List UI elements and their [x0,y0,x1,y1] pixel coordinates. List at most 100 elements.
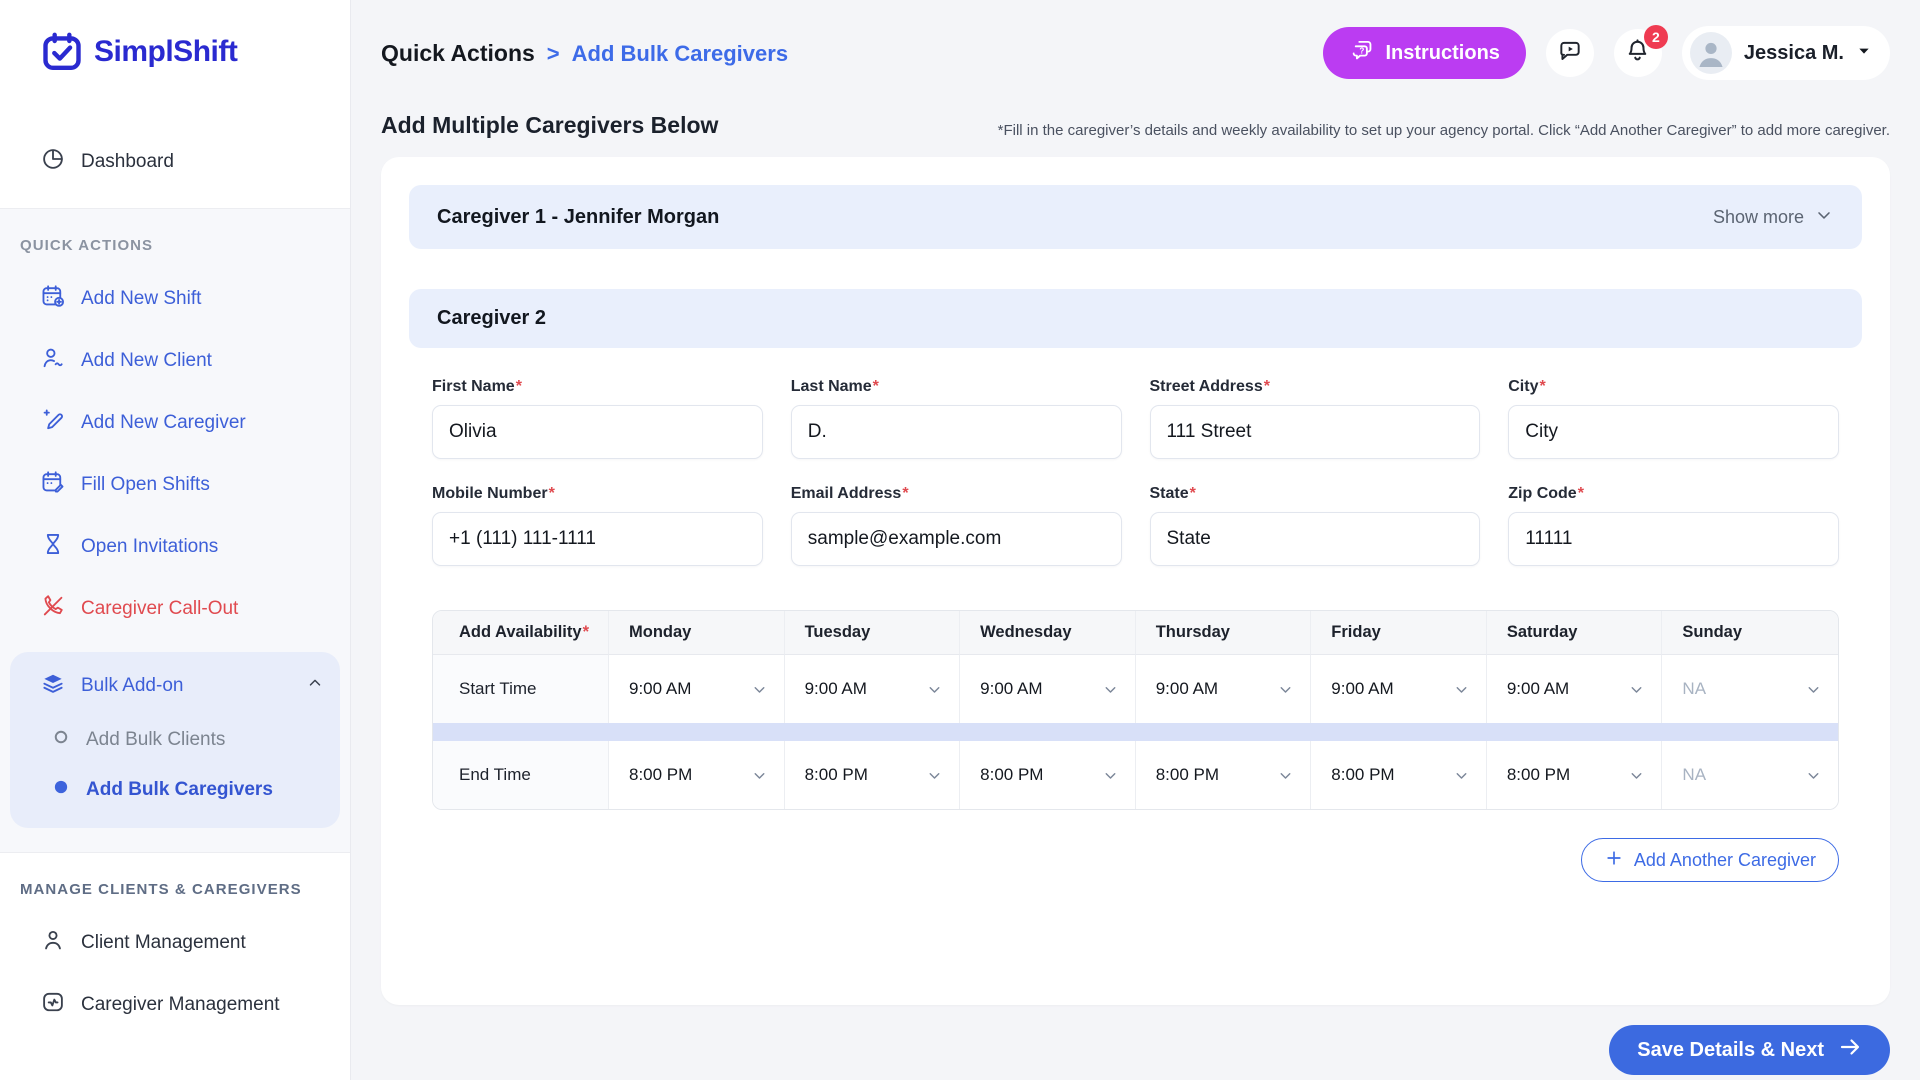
field-label: Last Name [791,378,872,396]
end-time-friday-select[interactable]: 8:00 PM [1311,765,1486,785]
sidebar-item-add-new-caregiver[interactable]: Add New Caregiver [0,404,350,442]
notifications-button[interactable]: 2 [1614,29,1662,77]
breadcrumb-separator: > [547,41,560,67]
caregiver-1-header[interactable]: Caregiver 1 - Jennifer Morgan Show more [409,185,1862,249]
end-time-tuesday-select[interactable]: 8:00 PM [785,765,960,785]
required-mark: * [1264,378,1270,396]
radio-selected-icon [52,778,70,802]
brand-logo[interactable]: SimplShift [0,0,350,74]
sidebar-item-label: Add Bulk Clients [86,729,225,751]
sidebar-item-dashboard[interactable]: Dashboard [0,146,350,178]
chevron-down-icon [1277,767,1294,784]
chevron-down-icon [1102,681,1119,698]
end-time-row: End Time 8:00 PM 8:00 PM 8:00 PM 8:00 PM… [433,741,1838,809]
chevron-down-icon [926,681,943,698]
show-more-label: Show more [1713,207,1804,228]
sidebar-item-add-new-client[interactable]: Add New Client [0,342,350,380]
caregiver-2-header: Caregiver 2 [409,289,1862,348]
end-time-wednesday-select[interactable]: 8:00 PM [960,765,1135,785]
city-input[interactable] [1508,405,1839,459]
monitor-pulse-icon [40,989,66,1021]
field-first-name: First Name* [432,378,763,459]
field-label: Mobile Number [432,485,548,503]
email-address-input[interactable] [791,512,1122,566]
instructions-label: Instructions [1385,42,1499,65]
start-time-friday-select[interactable]: 9:00 AM [1311,679,1486,699]
caregivers-form-card: Caregiver 1 - Jennifer Morgan Show more … [381,157,1890,1005]
start-time-tuesday-select[interactable]: 9:00 AM [785,679,960,699]
day-header-sunday: Sunday [1662,611,1838,655]
start-time-saturday-select[interactable]: 9:00 AM [1487,679,1662,699]
street-address-input[interactable] [1150,405,1481,459]
required-mark: * [549,485,555,503]
sidebar-item-add-bulk-caregivers[interactable]: Add Bulk Caregivers [40,778,324,818]
quick-actions-header: QUICK ACTIONS [0,237,350,254]
mobile-number-input[interactable] [432,512,763,566]
zip-code-input[interactable] [1508,512,1839,566]
chevron-down-icon [1856,43,1872,64]
start-time-label: Start Time [433,655,609,723]
sidebar-item-label: Client Management [81,932,246,954]
sidebar-item-bulk-add-on[interactable]: Bulk Add-on [40,670,324,702]
sidebar-item-add-bulk-clients[interactable]: Add Bulk Clients [40,728,324,752]
required-mark: * [1539,378,1545,396]
state-input[interactable] [1150,512,1481,566]
sidebar-item-label: Add Bulk Caregivers [86,779,273,801]
page-title-row: Add Multiple Caregivers Below *Fill in t… [381,112,1890,139]
required-mark: * [1578,485,1584,503]
sidebar-item-caregiver-call-out[interactable]: Caregiver Call-Out [0,590,350,628]
sidebar-manage-section: MANAGE CLIENTS & CAREGIVERS Client Manag… [0,853,350,1048]
end-time-sunday-select[interactable]: NA [1662,765,1838,785]
save-row: Save Details & Next [381,1025,1890,1075]
last-name-input[interactable] [791,405,1122,459]
day-header-wednesday: Wednesday [960,611,1136,655]
field-zip-code: Zip Code* [1508,485,1839,566]
field-label: First Name [432,378,515,396]
show-more-button[interactable]: Show more [1713,205,1834,230]
calendar-plus-icon [40,283,66,315]
sidebar-item-client-management[interactable]: Client Management [0,924,350,962]
start-time-sunday-select[interactable]: NA [1662,679,1838,699]
user-menu[interactable]: Jessica M. [1682,26,1890,80]
sidebar-item-fill-open-shifts[interactable]: Fill Open Shifts [0,466,350,504]
calendar-check-logo-icon [40,30,84,74]
sidebar-item-label: Add New Client [81,350,212,372]
start-time-thursday-select[interactable]: 9:00 AM [1136,679,1311,699]
day-header-monday: Monday [609,611,785,655]
add-another-row: Add Another Caregiver [409,810,1862,882]
plus-icon [1604,848,1624,873]
person-plus-icon [40,345,66,377]
sidebar-item-caregiver-management[interactable]: Caregiver Management [0,986,350,1024]
chevron-down-icon [1628,681,1645,698]
chat-button[interactable] [1546,29,1594,77]
add-another-label: Add Another Caregiver [1634,850,1816,871]
chat-bubble-play-icon [1557,38,1583,69]
sidebar-item-label: Fill Open Shifts [81,474,210,496]
end-time-saturday-select[interactable]: 8:00 PM [1487,765,1662,785]
sidebar-item-open-invitations[interactable]: Open Invitations [0,528,350,566]
day-header-friday: Friday [1311,611,1487,655]
breadcrumb-root: Quick Actions [381,40,535,67]
instructions-button[interactable]: ? Instructions [1323,27,1525,79]
required-mark: * [583,623,589,642]
sidebar-item-add-new-shift[interactable]: Add New Shift [0,280,350,318]
chevron-down-icon [751,681,768,698]
start-time-monday-select[interactable]: 9:00 AM [609,679,784,699]
caregiver-2-form: First Name* Last Name* Street Address* C… [409,378,1862,566]
chevron-down-icon [1102,767,1119,784]
page-hint: *Fill in the caregiver’s details and wee… [998,122,1890,139]
bulk-add-on-group: Bulk Add-on Add Bulk Clients Add Bulk Ca… [10,652,340,828]
save-details-next-button[interactable]: Save Details & Next [1609,1025,1890,1075]
phone-slash-icon [40,593,66,625]
end-time-thursday-select[interactable]: 8:00 PM [1136,765,1311,785]
breadcrumb-current[interactable]: Add Bulk Caregivers [572,41,788,67]
field-label: City [1508,378,1538,396]
add-another-caregiver-button[interactable]: Add Another Caregiver [1581,838,1839,882]
chevron-down-icon [1805,681,1822,698]
caregiver-2-title: Caregiver 2 [437,307,546,330]
field-city: City* [1508,378,1839,459]
field-label: Email Address [791,485,902,503]
first-name-input[interactable] [432,405,763,459]
start-time-wednesday-select[interactable]: 9:00 AM [960,679,1135,699]
end-time-monday-select[interactable]: 8:00 PM [609,765,784,785]
